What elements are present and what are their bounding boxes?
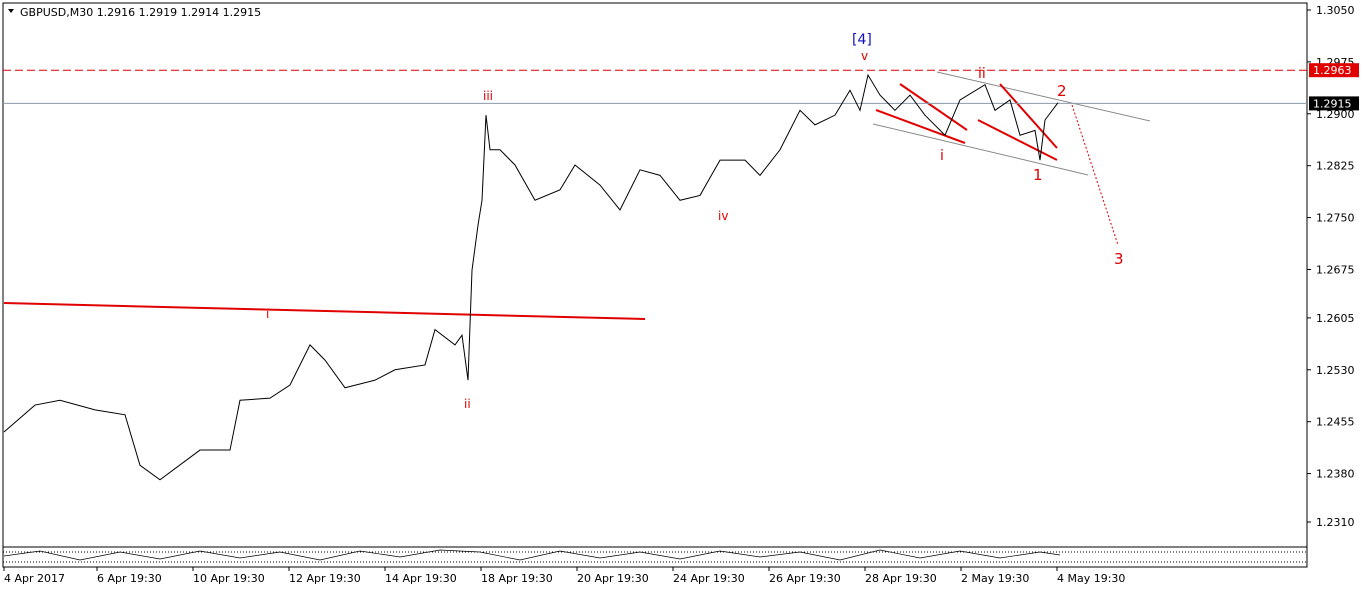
wave-label: v	[861, 49, 868, 63]
wave-label: i	[266, 307, 269, 321]
y-tick-label: 1.2675	[1316, 263, 1355, 276]
y-tick-label: 1.2750	[1316, 212, 1355, 225]
wave-label: 3	[1114, 250, 1124, 268]
x-tick-label: 4 Apr 2017	[4, 572, 65, 585]
x-tick-label: 6 Apr 19:30	[97, 572, 162, 585]
channel-line	[936, 71, 1151, 122]
x-tick-label: 14 Apr 19:30	[385, 572, 457, 585]
y-tick-label: 1.2530	[1316, 364, 1355, 377]
price-tag	[1309, 96, 1359, 111]
x-tick-label: 4 May 19:30	[1057, 572, 1125, 585]
wedge-line	[875, 109, 966, 144]
wave-label: ii	[464, 397, 471, 411]
y-tick-label: 1.2825	[1316, 160, 1355, 173]
y-tick-label: 1.2380	[1316, 468, 1355, 481]
y-tick-label: 1.3050	[1316, 4, 1355, 17]
price-tag	[1309, 63, 1359, 78]
trend-line	[3, 302, 646, 320]
price-line-series	[3, 73, 1059, 481]
x-tick-label: 2 May 19:30	[961, 572, 1029, 585]
wave-label: iii	[483, 89, 493, 103]
channel-line	[872, 123, 1089, 176]
projection-line	[1071, 104, 1119, 246]
x-tick-label: 28 Apr 19:30	[865, 572, 937, 585]
y-tick-label: 1.2310	[1316, 516, 1355, 529]
x-tick-label: 12 Apr 19:30	[289, 572, 361, 585]
x-tick-label: 18 Apr 19:30	[481, 572, 553, 585]
x-tick-label: 26 Apr 19:30	[769, 572, 841, 585]
oscillator-line	[3, 549, 1061, 561]
x-tick-label: 20 Apr 19:30	[577, 572, 649, 585]
y-tick-label: 1.2455	[1316, 416, 1355, 429]
plot-frame	[2, 2, 1308, 568]
menu-arrow[interactable]	[8, 9, 14, 13]
chart-title: GBPUSD,M30 1.2916 1.2919 1.2914 1.2915	[20, 6, 261, 19]
wave-label: [4]	[852, 32, 872, 48]
wave-label: ii	[978, 66, 986, 82]
y-tick-label: 1.2605	[1316, 312, 1355, 325]
wave-label: i	[940, 148, 944, 164]
x-tick-label: 10 Apr 19:30	[193, 572, 265, 585]
wave-label: iv	[718, 209, 728, 223]
wedge-line	[899, 83, 968, 131]
wave-label: 1	[1033, 166, 1043, 184]
price-tag-label: 1.2915	[1313, 97, 1352, 110]
price-tag-label: 1.2963	[1313, 64, 1352, 77]
wave-label: 2	[1057, 82, 1067, 100]
wedge-line	[999, 83, 1058, 149]
wedge-line	[977, 119, 1058, 161]
x-tick-label: 24 Apr 19:30	[673, 572, 745, 585]
y-tick-label: 1.2900	[1316, 108, 1355, 121]
